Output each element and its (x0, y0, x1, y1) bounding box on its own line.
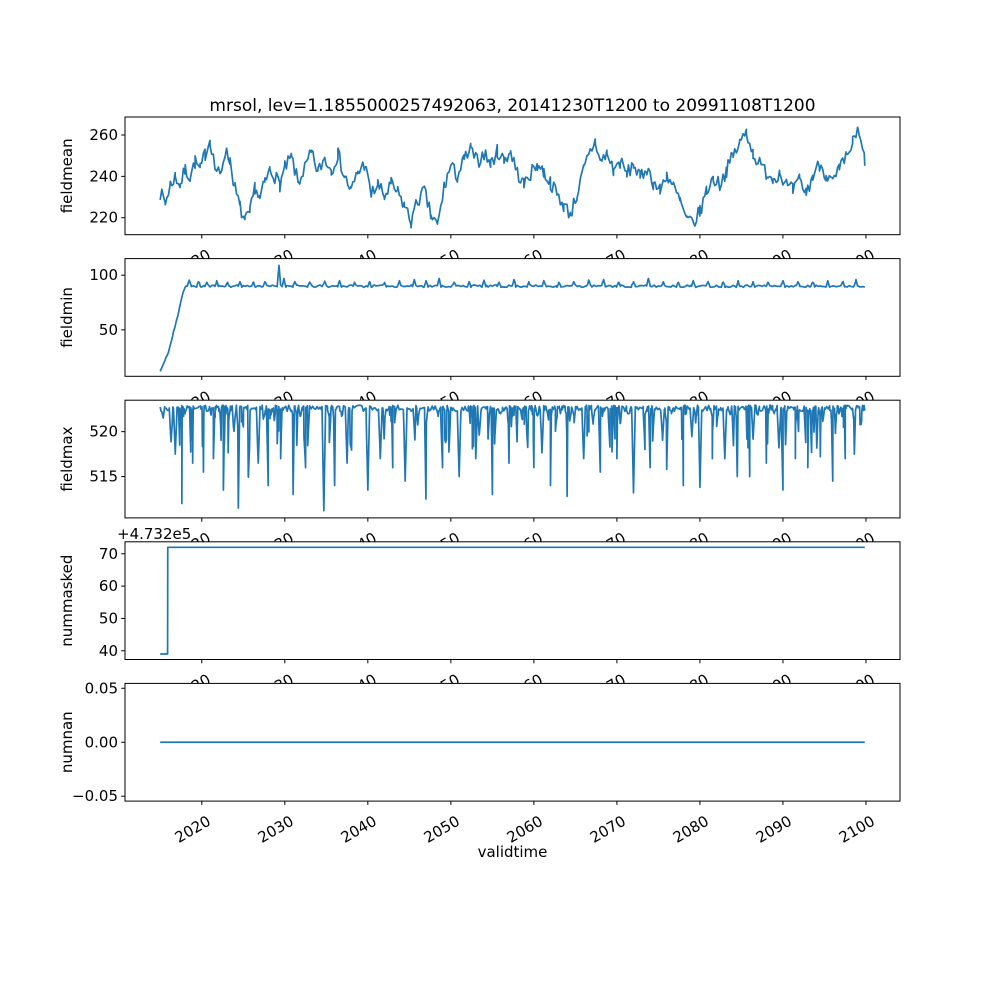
x-tick-label: 2040 (338, 812, 380, 847)
y-axis-label-nummasked: nummasked (58, 555, 76, 647)
data-line-fieldmean (159, 126, 866, 229)
axes-background (125, 258, 900, 377)
y-tick-label: −0.05 (72, 787, 118, 805)
data-line-fieldmax (159, 404, 866, 512)
y-tick-label: 520 (89, 423, 118, 441)
x-axis-title: validtime (477, 843, 548, 861)
axes-spines (124, 399, 901, 519)
y-tick-label: 60 (99, 577, 118, 595)
axes-spines (124, 116, 901, 236)
x-tick-label: 2090 (753, 812, 795, 847)
y-tick-label: 0.05 (85, 679, 118, 697)
y-axis-label-fieldmean: fieldmean (58, 138, 76, 213)
y-tick-label: 40 (99, 642, 118, 660)
y-tick-label: 220 (89, 209, 118, 227)
y-axis-label-fieldmin: fieldmin (58, 287, 76, 348)
y-tick-label: 50 (99, 321, 118, 339)
y-tick-label: 70 (99, 545, 118, 563)
axes-spines (124, 541, 901, 660)
y-tick-label: 100 (89, 266, 118, 284)
x-tick-label: 2030 (255, 812, 297, 847)
chart-title: mrsol, lev=1.1855000257492063, 20141230T… (209, 96, 816, 116)
x-tick-label: 2080 (670, 812, 712, 847)
y-tick-label: 260 (89, 126, 118, 144)
x-tick-label: 2070 (587, 812, 629, 847)
y-tick-label: 515 (89, 468, 118, 486)
x-tick-label: 2020 (172, 812, 214, 847)
y-axis-label-numnan: numnan (58, 711, 76, 773)
axes-background (125, 117, 900, 235)
y-tick-label: 240 (89, 167, 118, 185)
x-tick-label: 2050 (421, 812, 463, 847)
axes-spines (124, 258, 901, 377)
x-tick-label: 2060 (504, 812, 546, 847)
data-line-nummasked (160, 546, 865, 655)
data-line-fieldmin (159, 264, 866, 372)
y-tick-label: 0.00 (85, 733, 118, 751)
x-tick-label: 2100 (836, 812, 878, 847)
axes-background (125, 541, 900, 660)
y-tick-label: 50 (99, 609, 118, 627)
y-axis-offset-text: +4.732e5 (117, 525, 191, 543)
y-axis-label-fieldmax: fieldmax (58, 426, 76, 491)
